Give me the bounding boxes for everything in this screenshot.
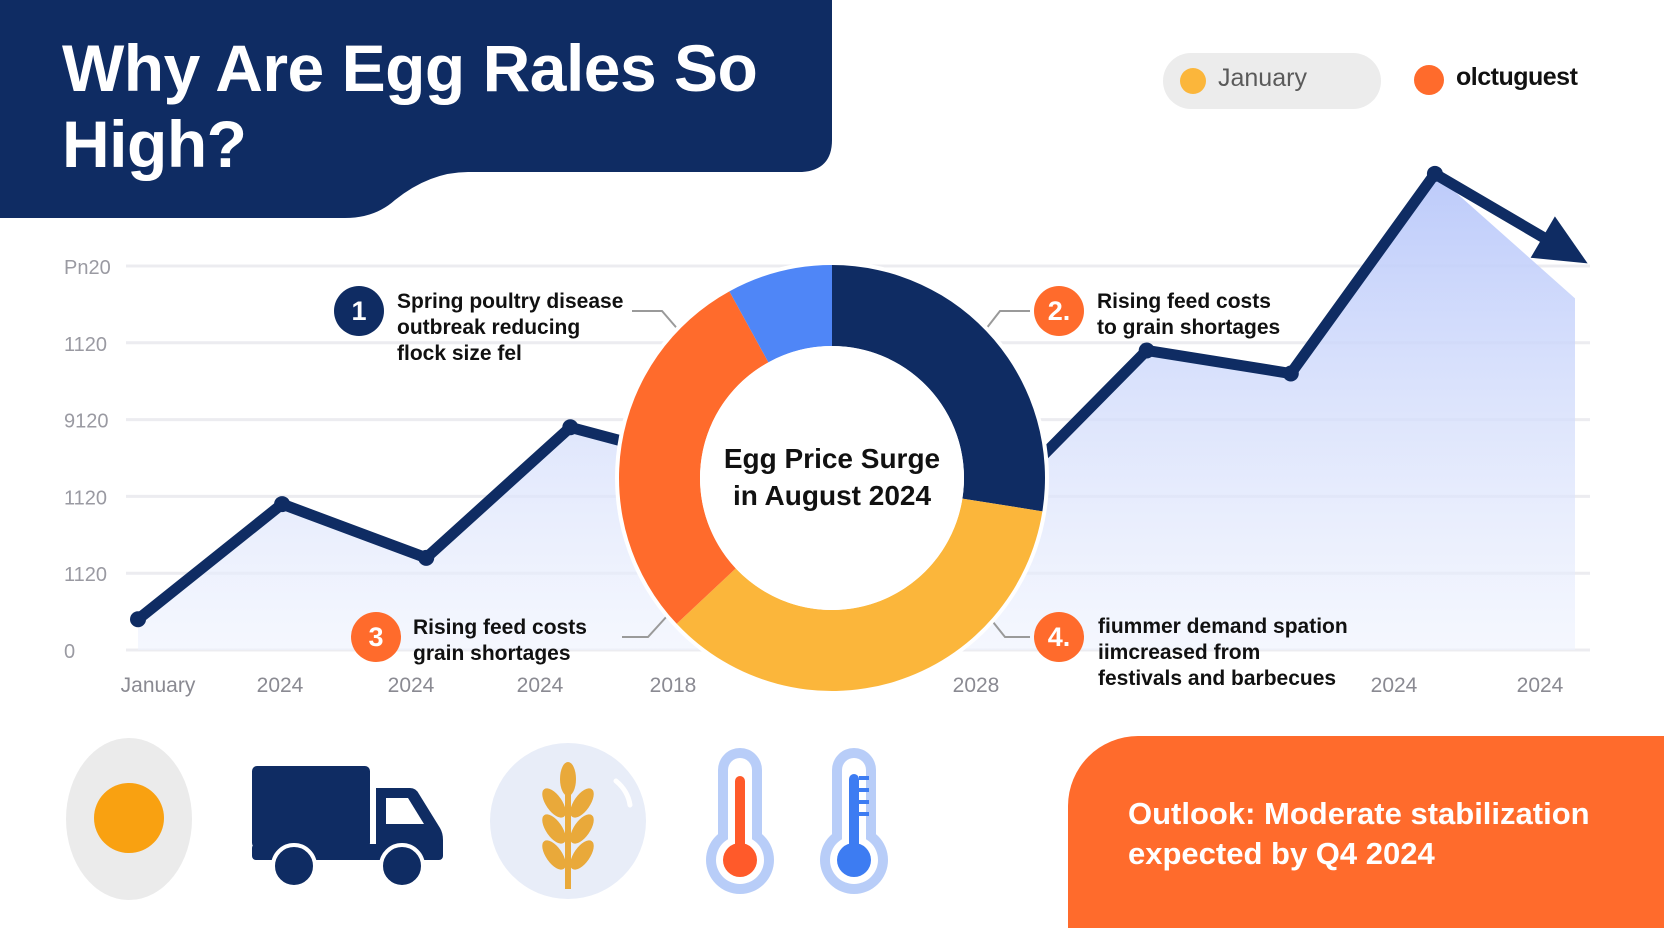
annotation-2-line-1: Rising feed costs	[1097, 290, 1271, 313]
annotation-2-text: Rising feed costs to grain shortages	[1097, 289, 1280, 341]
y-tick-label: Pn20	[64, 257, 111, 279]
x-tick-label: 2024	[1371, 674, 1418, 697]
data-point	[1426, 165, 1443, 182]
donut-slice	[832, 265, 1045, 512]
outlook-text: Outlook: Moderate stabilization expected…	[1128, 796, 1590, 871]
annotation-3-line-2: grain shortages	[413, 642, 571, 665]
annotation-4-line-3: festivals and barbecues	[1098, 667, 1337, 690]
series-area	[138, 173, 1575, 650]
annotation-badge-1: 1	[334, 286, 384, 336]
data-point	[130, 611, 146, 628]
annotation-3-line-1: Rising feed costs	[413, 616, 587, 639]
x-tick-label: 2024	[1517, 674, 1564, 697]
trend-arrow-head	[1530, 216, 1588, 264]
y-tick-label: 1120	[64, 564, 107, 586]
legend-swatch-second	[1414, 65, 1444, 95]
truck-icon	[252, 766, 443, 889]
annotation-4-line-2: iimcreased from	[1098, 641, 1261, 664]
annotation-2-line-2: to grain shortages	[1097, 316, 1281, 339]
annotation-1-line-3: flock size fel	[397, 342, 522, 365]
annotation-badge-2: 2.	[1034, 286, 1084, 336]
axis-labels: Pn20 1120 9120 1120 1120 0 January 2024 2024 2024…	[64, 257, 1564, 697]
data-point	[1282, 365, 1299, 382]
outlook-panel: Outlook: Moderate stabilization expected…	[1068, 736, 1664, 928]
page-title: Why Are Egg Rales So High?	[62, 31, 758, 181]
title-panel	[0, 0, 832, 218]
x-tick-label: 2018	[650, 674, 697, 697]
data-point	[418, 549, 435, 566]
annotation-1-line-2: outbreak reducing	[397, 316, 581, 339]
data-point	[1138, 342, 1155, 359]
legend-label-second: olctuguest	[1456, 63, 1578, 91]
annotation-badge-3: 3	[351, 612, 401, 662]
y-tick-label: 0	[64, 641, 75, 663]
data-point	[562, 419, 579, 436]
annotation-4-line-1: fiummer demand spation	[1098, 615, 1348, 638]
wheat-icon	[490, 743, 646, 899]
donut-chart	[615, 261, 1049, 695]
thermometer-hot-icon	[706, 748, 774, 894]
y-tick-label: 1120	[64, 334, 107, 356]
egg-icon	[66, 738, 192, 900]
x-tick-label: 2024	[388, 674, 435, 697]
donut-center-label: Egg Price Surge in August 2024	[723, 443, 941, 511]
x-tick-label: 2028	[953, 674, 1000, 697]
y-tick-label: 9120	[64, 411, 109, 433]
legend-label-january: January	[1218, 64, 1307, 92]
annotation-4-text: fiummer demand spation iimcreased from f…	[1098, 614, 1348, 692]
donut-slice	[729, 265, 832, 363]
annotation-badge-4: 4.	[1034, 612, 1084, 662]
donut-slice	[619, 291, 769, 624]
thermometer-cold-icon	[820, 748, 888, 894]
annotation-1-text: Spring poultry disease outbreak reducing…	[397, 289, 623, 367]
annotation-3-text: Rising feed costs grain shortages	[413, 615, 587, 667]
donut-slice	[676, 498, 1043, 691]
data-point	[274, 496, 291, 513]
x-tick-label: 2024	[517, 674, 564, 697]
legend-swatch-january	[1180, 68, 1206, 94]
donut-hole	[700, 346, 964, 610]
annotation-1-line-1: Spring poultry disease	[397, 290, 624, 313]
x-tick-label: 2024	[257, 674, 304, 697]
y-tick-label: 1120	[64, 487, 107, 509]
x-tick-label: January	[121, 674, 196, 697]
